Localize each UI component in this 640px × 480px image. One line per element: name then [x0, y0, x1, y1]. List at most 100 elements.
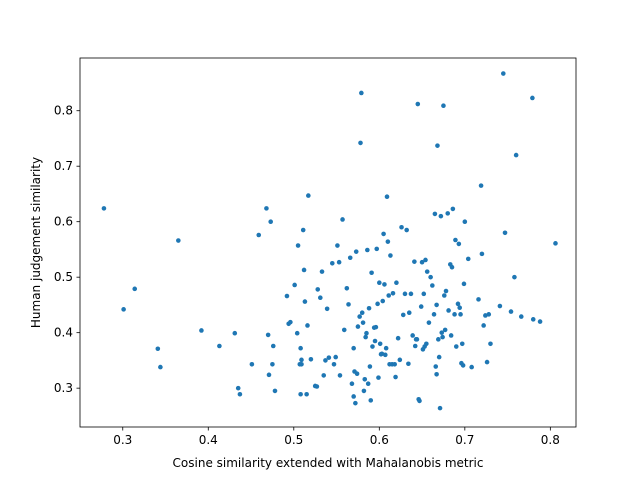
data-point [359, 310, 365, 315]
data-point [392, 362, 398, 367]
x-axis-ticks: 0.3 0.4 0.5 0.6 0.7 0.8 [113, 427, 560, 447]
plot-area [80, 58, 576, 427]
data-point [288, 319, 293, 325]
data-point [412, 343, 418, 349]
data-point [326, 355, 332, 360]
data-point [453, 237, 458, 243]
data-point [410, 333, 415, 338]
data-point [270, 362, 275, 367]
data-point [402, 291, 408, 297]
data-point [439, 330, 445, 335]
data-point [305, 323, 310, 328]
data-point [308, 357, 314, 362]
data-point [553, 241, 558, 246]
data-point [314, 384, 320, 389]
data-point [423, 257, 428, 263]
data-point [446, 308, 451, 313]
data-point [457, 305, 463, 311]
data-point [484, 359, 490, 365]
data-point [530, 317, 536, 322]
data-point [384, 194, 390, 200]
y-axis-label: Human judgement similarity [29, 157, 43, 328]
data-point [353, 400, 358, 406]
y-tick-label: 0.6 [54, 215, 73, 229]
data-point [366, 305, 372, 311]
data-point [155, 346, 161, 352]
data-point [400, 312, 406, 318]
data-point [476, 297, 481, 302]
data-point [346, 302, 351, 307]
data-point [462, 219, 468, 224]
data-point [268, 219, 274, 224]
data-point [393, 374, 398, 380]
data-point [364, 330, 369, 336]
data-point [365, 381, 371, 387]
data-point [434, 371, 439, 377]
data-point [488, 341, 493, 347]
data-point [362, 376, 368, 382]
data-point [419, 259, 425, 265]
x-tick-label: 0.8 [541, 433, 560, 447]
data-point [435, 143, 440, 148]
data-point [265, 332, 271, 338]
data-point [266, 372, 272, 378]
data-point [232, 330, 238, 336]
data-point [440, 334, 445, 340]
data-point [501, 71, 506, 76]
data-point [434, 302, 439, 308]
data-point [430, 283, 435, 288]
data-point [406, 361, 411, 367]
data-point [449, 264, 455, 270]
data-point [460, 363, 466, 368]
data-point [299, 357, 304, 363]
data-point [417, 398, 422, 404]
data-point [377, 280, 382, 286]
data-point [376, 375, 381, 380]
data-point [101, 206, 107, 211]
data-point [453, 344, 459, 349]
data-point [415, 101, 421, 107]
data-point [448, 333, 454, 338]
data-point [284, 293, 290, 299]
data-point [512, 274, 517, 280]
data-point [508, 309, 514, 314]
data-point [478, 183, 484, 188]
data-point [431, 312, 437, 317]
data-point [249, 362, 255, 367]
data-point [513, 152, 519, 158]
data-point [450, 206, 456, 212]
y-tick-label: 0.5 [54, 270, 73, 284]
data-point [351, 394, 356, 399]
data-point [399, 224, 404, 230]
data-point [298, 391, 303, 397]
data-point [365, 247, 370, 253]
data-point [385, 239, 391, 244]
data-point [272, 388, 278, 394]
data-point [344, 285, 350, 291]
data-point [354, 371, 360, 377]
data-point [367, 364, 373, 369]
data-point [299, 362, 304, 367]
data-point [479, 251, 485, 257]
data-point [436, 354, 442, 360]
data-point [324, 306, 330, 312]
data-point [370, 344, 375, 349]
data-point [301, 267, 307, 273]
data-point [397, 357, 403, 363]
y-axis-ticks: 0.3 0.4 0.5 0.6 0.7 0.8 [54, 104, 80, 395]
data-point [199, 328, 204, 333]
data-point [424, 269, 430, 274]
data-point [353, 249, 359, 254]
data-point [381, 231, 386, 237]
data-point [369, 270, 374, 276]
data-point [341, 327, 347, 333]
data-point [302, 299, 308, 304]
data-point [360, 320, 366, 325]
data-point [418, 304, 424, 309]
plot-frame [79, 57, 577, 428]
data-point [390, 290, 396, 296]
data-point [121, 307, 126, 312]
data-point [456, 241, 462, 247]
y-tick-label: 0.3 [54, 381, 73, 395]
